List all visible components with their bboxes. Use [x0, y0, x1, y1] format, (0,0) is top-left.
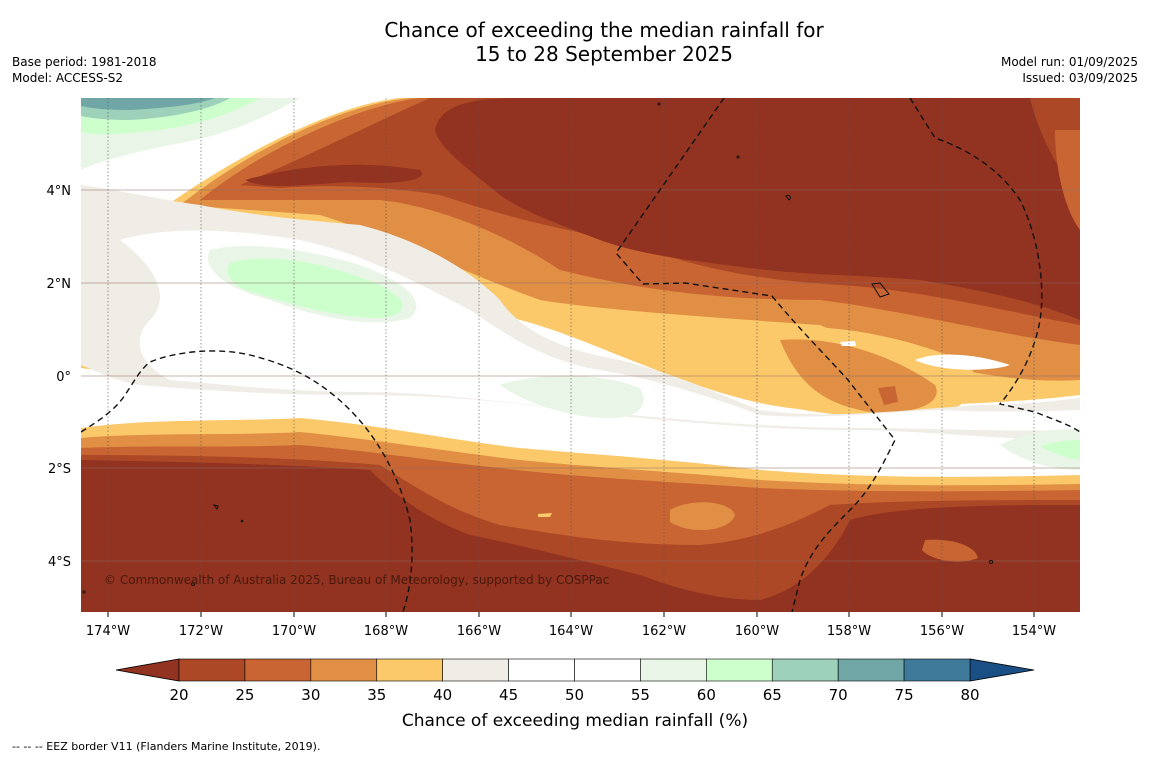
colorbar-under-arrow [115, 658, 180, 682]
equatorial-east-white [915, 354, 1010, 370]
northern-dry-core [435, 98, 1080, 320]
lat-label: 0° [56, 370, 71, 385]
lon-label: 166°W [457, 624, 501, 639]
issued-date: Issued: 03/09/2025 [1022, 71, 1138, 85]
eez-borders [81, 98, 1080, 612]
map-title: Chance of exceeding the median rainfall … [300, 18, 908, 66]
colorbar-tick-label: 75 [895, 686, 914, 704]
colorbar-tick-label: 40 [433, 686, 452, 704]
colorbar-tick-label: 35 [367, 686, 386, 704]
colorbar-cell [376, 658, 443, 682]
northeast-band-30 [1055, 130, 1080, 230]
se-wet-55 [1000, 429, 1080, 470]
colorbar: 20 25 30 35 40 45 50 55 60 65 70 75 80 Chance of exc… [115, 658, 1035, 731]
model-run: Model run: 01/09/2025 [1000, 55, 1138, 69]
colorbar-tick-label: 70 [829, 686, 848, 704]
lon-label: 156°W [920, 624, 964, 639]
colorbar-tick-label: 20 [169, 686, 188, 704]
colorbar-cell [178, 658, 246, 682]
southern-dry-core [81, 460, 1080, 612]
lon-label: 164°W [549, 624, 593, 639]
equatorial-cell-25 [878, 386, 898, 405]
lon-label: 172°W [179, 624, 223, 639]
graticule [107, 98, 1035, 612]
lon-label: 170°W [272, 624, 316, 639]
colorbar-tick-label: 30 [301, 686, 320, 704]
colorbar-cell [310, 658, 378, 682]
meta-left: Base period: 1981-2018 Model: ACCESS-S2 [12, 54, 157, 86]
colorbar-tick-label: 55 [631, 686, 650, 704]
latitude-lines [81, 189, 1080, 562]
model-name: Model: ACCESS-S2 [12, 71, 124, 85]
lon-label: 174°W [86, 624, 130, 639]
copyright-credit: © Commonwealth of Australia 2025, Bureau… [104, 573, 609, 587]
lon-label: 160°W [735, 624, 779, 639]
colorbar-cell [442, 658, 509, 682]
se-wet-60 [1040, 440, 1080, 460]
nw-wet-70 [81, 98, 215, 110]
colorbar-tick-label: 45 [499, 686, 518, 704]
meta-right: Model run: 01/09/2025 Issued: 03/09/2025 [1001, 54, 1138, 86]
colorbar-tick-label: 60 [697, 686, 716, 704]
colorbar-tick-labels: 20 25 30 35 40 45 50 55 60 65 70 75 80 [169, 686, 979, 704]
colorbar-cell [508, 658, 575, 682]
lat-label: 4°N [47, 184, 72, 199]
islands [82, 102, 994, 594]
colorbar-tick-label: 50 [565, 686, 584, 704]
lon-label: 162°W [642, 624, 686, 639]
wet-patch-equator [500, 375, 644, 419]
eez-footnote: -- -- -- EEZ border V11 (Flanders Marine… [12, 740, 321, 753]
colorbar-cells [178, 658, 971, 682]
lon-label: 158°W [827, 624, 871, 639]
lat-label: 2°N [47, 277, 72, 292]
colorbar-cell [706, 658, 773, 682]
southern-cell-30 [670, 502, 735, 531]
southern-streak [538, 513, 552, 517]
lon-ticks [107, 612, 1035, 617]
colorbar-title: Chance of exceeding median rainfall (%) [402, 711, 748, 731]
longitude-labels: 174°W 172°W 170°W 168°W 166°W 164°W 162°… [86, 624, 1056, 639]
equatorial-white-streak [840, 341, 856, 346]
northern-dry-west [245, 164, 422, 186]
colorbar-cell [837, 658, 905, 682]
rainfall-probability-map: © Commonwealth of Australia 2025, Bureau… [81, 98, 1080, 612]
colorbar-cell [903, 658, 971, 682]
colorbar-tick-label: 65 [763, 686, 782, 704]
colorbar-tick-label: 25 [235, 686, 254, 704]
colorbar-cell [640, 658, 707, 682]
title-line-1: Chance of exceeding the median rainfall … [384, 18, 824, 42]
colorbar-cell [244, 658, 312, 682]
southern-cell-25-east [922, 539, 978, 562]
lon-label: 168°W [364, 624, 408, 639]
wet-patch-north-65 [227, 258, 403, 318]
colorbar-cell [574, 658, 641, 682]
base-period: Base period: 1981-2018 [12, 55, 157, 69]
colorbar-cell [771, 658, 839, 682]
title-line-2: 15 to 28 September 2025 [475, 42, 733, 66]
latitude-labels: 4°N 2°N 0° 2°S 4°S [47, 184, 72, 570]
lat-label: 2°S [48, 462, 71, 477]
colorbar-over-arrow [969, 658, 1035, 682]
lat-label: 4°S [48, 555, 71, 570]
colorbar-tick-label: 80 [960, 686, 979, 704]
lon-label: 154°W [1012, 624, 1056, 639]
